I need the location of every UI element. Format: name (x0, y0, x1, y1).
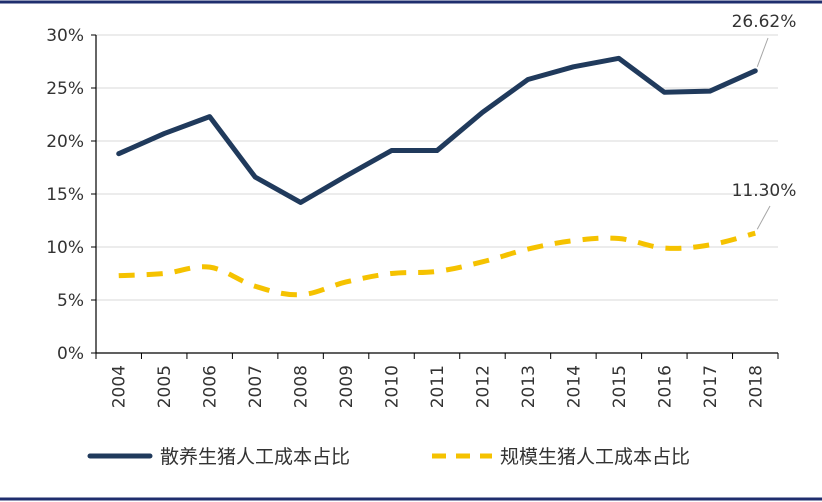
x-tick-label: 2004 (110, 365, 130, 408)
y-tick-label: 20% (46, 132, 84, 152)
data-label-end: 11.30% (732, 181, 797, 201)
y-tick-label: 5% (57, 291, 84, 311)
legend-label-2: 规模生猪人工成本占比 (500, 446, 690, 468)
y-tick-label: 10% (46, 238, 84, 258)
x-tick-label: 2010 (383, 365, 403, 408)
y-tick-label: 25% (46, 79, 84, 99)
x-tick-label: 2006 (201, 365, 221, 408)
x-tick-label: 2005 (155, 365, 175, 408)
y-tick-label: 30% (46, 26, 84, 46)
x-tick-label: 2013 (519, 365, 539, 408)
x-tick-label: 2011 (428, 365, 448, 408)
x-tick-label: 2018 (746, 365, 766, 408)
data-label-leader (756, 205, 771, 230)
x-tick-label: 2012 (473, 365, 493, 408)
x-tick-label: 2017 (701, 365, 721, 408)
data-label-end: 26.62% (732, 12, 797, 32)
x-tick-label: 2015 (610, 365, 630, 408)
x-tick-label: 2009 (337, 365, 357, 408)
series-line-1 (116, 55, 758, 205)
x-tick-label: 2007 (246, 365, 266, 408)
data-label-leader (756, 37, 769, 68)
x-tick-label: 2016 (655, 365, 675, 408)
series-line-2 (118, 230, 756, 298)
x-tick-label: 2014 (564, 365, 584, 408)
y-tick-label: 15% (46, 185, 84, 205)
x-tick-label: 2008 (292, 365, 312, 408)
y-tick-label: 0% (57, 344, 84, 364)
legend-label-1: 散养生猪人工成本占比 (160, 446, 350, 468)
